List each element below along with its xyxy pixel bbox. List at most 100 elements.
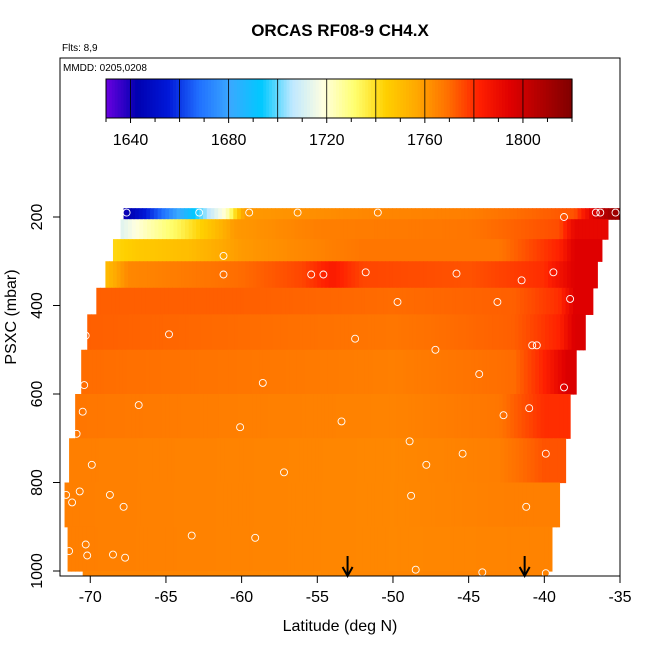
heatmap-cell (158, 219, 163, 240)
heatmap-cell (268, 571, 273, 576)
heatmap-cell (434, 526, 439, 572)
heatmap-cell (222, 394, 228, 439)
heatmap-cell (410, 287, 415, 315)
heatmap-cell (111, 349, 116, 395)
colorbar-cell (403, 79, 407, 118)
heatmap-cell (584, 287, 589, 315)
heatmap-cell (502, 571, 508, 576)
colorbar-cell (315, 79, 320, 118)
heatmap-cell (502, 219, 508, 240)
heatmap-cell (466, 438, 471, 484)
heatmap-cell (478, 287, 483, 315)
heatmap-cell (539, 349, 544, 395)
colorbar-cell (289, 79, 293, 118)
heatmap-cell (414, 349, 419, 395)
heatmap-cell (491, 571, 496, 576)
heatmap-cell (105, 526, 110, 572)
heatmap-cell (415, 394, 421, 439)
heatmap-cell (200, 261, 205, 289)
heatmap-cell (409, 438, 414, 484)
heatmap-cell (352, 482, 357, 528)
heatmap-cell (312, 208, 318, 220)
heatmap-cell (392, 394, 398, 439)
heatmap-cell (232, 287, 237, 315)
heatmap-cell (214, 208, 219, 220)
heatmap-cell (306, 314, 312, 351)
heatmap-cell (517, 219, 523, 240)
heatmap-cell (474, 349, 480, 395)
heatmap-cell (196, 526, 201, 572)
heatmap-cell (601, 219, 606, 240)
heatmap-cell (336, 571, 341, 576)
heatmap-cell (306, 482, 312, 528)
heatmap-cell (542, 438, 547, 484)
heatmap-cell (153, 349, 158, 395)
heatmap-cell (396, 526, 402, 572)
heatmap-cell (190, 438, 195, 484)
heatmap-cell (521, 261, 526, 289)
heatmap-cell (570, 219, 576, 240)
heatmap-cell (124, 526, 129, 572)
colorbar-cell (228, 79, 232, 118)
heatmap-cell (120, 394, 125, 439)
heatmap-cell (202, 349, 207, 395)
heatmap-cell (161, 208, 166, 220)
heatmap-cell (450, 314, 455, 351)
heatmap-cell (267, 208, 272, 220)
heatmap-cell (518, 482, 523, 528)
heatmap-cell (344, 314, 349, 351)
heatmap-cell (211, 219, 216, 240)
heatmap-cell (510, 526, 515, 572)
sample-marker (560, 383, 568, 392)
heatmap-cell (273, 438, 278, 484)
heatmap-cell (480, 394, 485, 439)
heatmap-cell (473, 482, 478, 528)
sample-marker (422, 460, 431, 469)
heatmap-cell (272, 314, 278, 351)
heatmap-cell (529, 394, 534, 439)
heatmap-cell (144, 438, 150, 484)
colorbar-cell (554, 79, 559, 118)
heatmap-cell (318, 438, 324, 484)
heatmap-cell (205, 438, 210, 484)
colorbar-cell (496, 79, 500, 118)
heatmap-cell (237, 219, 243, 240)
heatmap-cell (540, 219, 545, 240)
heatmap-cell (122, 438, 127, 484)
heatmap-cell (122, 349, 128, 395)
heatmap-cell (271, 571, 277, 576)
heatmap-cell (96, 287, 101, 315)
heatmap-cell (271, 394, 277, 439)
heatmap-cell (287, 261, 292, 289)
heatmap-cell (143, 571, 148, 576)
colorbar-cell (193, 79, 197, 118)
heatmap-cell (154, 526, 159, 572)
heatmap-cell (139, 571, 144, 576)
heatmap-cell (170, 314, 175, 351)
heatmap-cell (251, 349, 256, 395)
sample-marker (319, 270, 328, 279)
colorbar-cell (341, 79, 346, 118)
heatmap-cell (194, 287, 200, 315)
heatmap-cell (254, 438, 259, 484)
sample-marker (219, 251, 228, 260)
heatmap-cell (234, 482, 240, 528)
heatmap-cell (151, 314, 156, 351)
heatmap-cell (589, 219, 595, 240)
heatmap-cell (165, 394, 171, 439)
heatmap-cell (434, 239, 439, 262)
heatmap-cell (277, 349, 283, 395)
heatmap-cell (99, 438, 104, 484)
heatmap-cell (221, 208, 227, 220)
heatmap-cell (536, 208, 541, 220)
heatmap-cell (207, 219, 212, 240)
sample-marker (86, 291, 95, 300)
heatmap-cell (542, 287, 548, 315)
heatmap-cell (434, 394, 439, 439)
heatmap-cell (355, 571, 360, 576)
heatmap-cell (358, 239, 364, 262)
heatmap-cell (264, 394, 269, 439)
colorbar-cell (368, 79, 372, 118)
heatmap-cell (279, 571, 284, 576)
heatmap-cell (147, 526, 152, 572)
